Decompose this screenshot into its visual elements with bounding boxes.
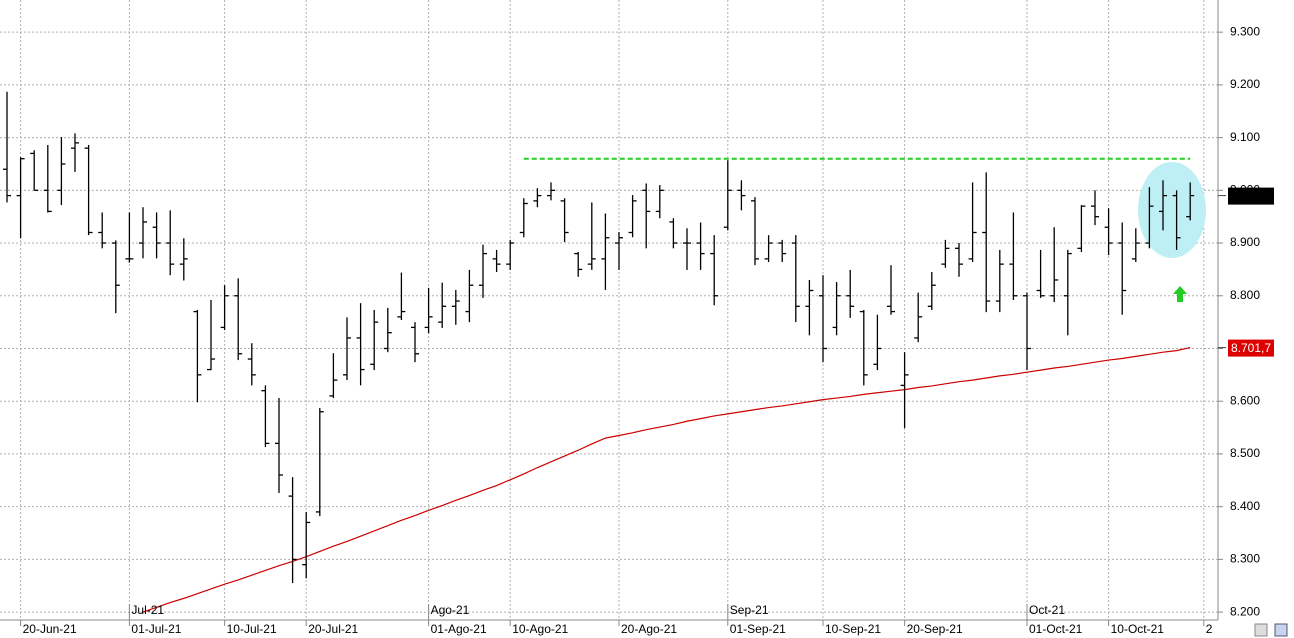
y-tick-label: 8.400 — [1230, 499, 1260, 513]
plot — [3, 91, 1195, 613]
axes: 8.2008.3008.4008.5008.6008.7008.8008.900… — [20, 24, 1274, 636]
save-icon[interactable] — [1274, 623, 1288, 637]
price-tag — [1228, 339, 1274, 357]
x-tick-label: 10-Jul-21 — [227, 622, 277, 636]
x-tick-label: 2 — [1206, 622, 1213, 636]
x-tick-label: 20-Jun-21 — [23, 622, 77, 636]
month-label: Sep-21 — [730, 603, 769, 617]
y-tick-label: 9.100 — [1230, 130, 1260, 144]
x-tick-label: 01-Sep-21 — [730, 622, 786, 636]
x-tick-label: 01-Jul-21 — [131, 622, 181, 636]
up-arrow — [1173, 286, 1187, 302]
y-tick-label: 8.800 — [1230, 288, 1260, 302]
x-tick-label: 20-Sep-21 — [907, 622, 963, 636]
x-tick-label: 10-Ago-21 — [512, 622, 568, 636]
price-tag — [1228, 187, 1274, 205]
x-tick-label: 01-Oct-21 — [1029, 622, 1083, 636]
month-label: Oct-21 — [1029, 603, 1065, 617]
toolbar-icon[interactable] — [1254, 623, 1268, 637]
y-tick-label: 8.500 — [1230, 446, 1260, 460]
y-tick-label: 9.300 — [1230, 24, 1260, 38]
x-tick-label: 20-Jul-21 — [308, 622, 358, 636]
x-tick-label: 01-Ago-21 — [431, 622, 487, 636]
x-tick-label: 10-Sep-21 — [825, 622, 881, 636]
x-tick-label: 10-Oct-21 — [1111, 622, 1165, 636]
price-tag-label: 8.701,7 — [1231, 341, 1271, 355]
y-tick-label: 8.200 — [1230, 604, 1260, 618]
x-tick-label: 20-Ago-21 — [621, 622, 677, 636]
moving-average-line — [142, 347, 1191, 613]
month-label: Ago-21 — [431, 603, 470, 617]
highlight-ellipse — [1138, 162, 1206, 258]
y-tick-label: 8.900 — [1230, 235, 1260, 249]
y-tick-label: 8.600 — [1230, 393, 1260, 407]
y-tick-label: 8.300 — [1230, 552, 1260, 566]
y-tick-label: 9.200 — [1230, 77, 1260, 91]
month-label: Jul-21 — [131, 603, 164, 617]
